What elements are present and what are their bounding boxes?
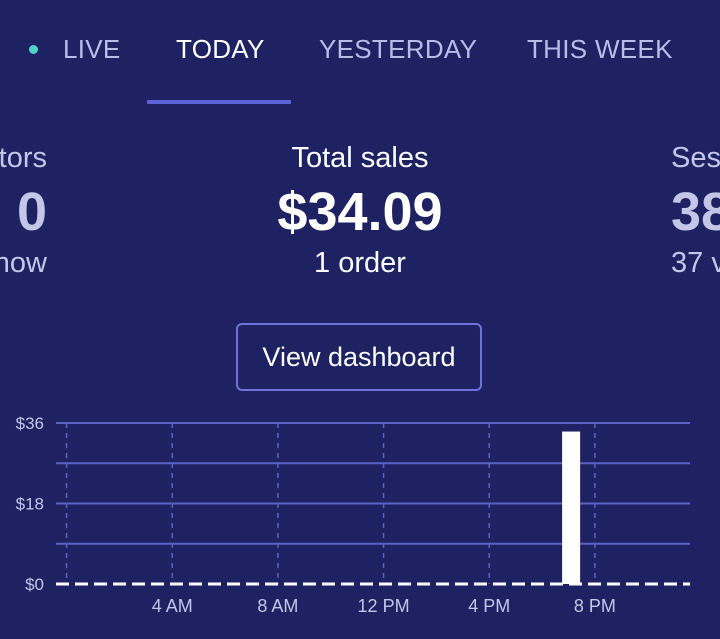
- chart-x-tick-label: 8 AM: [257, 596, 298, 616]
- stat-sessions: Ses 38 37 v: [671, 142, 720, 280]
- tab-live[interactable]: LIVE: [63, 34, 121, 64]
- stat-visitors-value: 0: [16, 182, 47, 242]
- stat-total-sales-sub: 1 order: [314, 247, 406, 279]
- period-tabs: LIVE TODAY YESTERDAY THIS WEEK: [0, 0, 720, 104]
- stat-total-sales-value: $34.09: [277, 182, 443, 242]
- stat-visitors: tors 0 now: [0, 142, 47, 280]
- stat-sessions-value: 38: [671, 182, 720, 242]
- stat-visitors-label: tors: [0, 142, 47, 174]
- tab-yesterday[interactable]: YESTERDAY: [319, 34, 478, 64]
- active-tab-underline: [147, 100, 291, 104]
- stat-visitors-sub: now: [0, 247, 47, 279]
- live-indicator-icon: [29, 45, 38, 54]
- view-dashboard-button[interactable]: View dashboard: [236, 323, 482, 391]
- chart-x-tick-label: 8 PM: [574, 596, 616, 616]
- chart-y-tick-label: $0: [25, 575, 44, 594]
- stat-sessions-sub: 37 v: [671, 247, 720, 279]
- sales-chart: $36 $18 $0 4 AM 8 AM 12 PM 4 PM 8 PM: [16, 414, 690, 616]
- chart-y-tick-label: $18: [16, 495, 44, 514]
- chart-x-tick-label: 4 AM: [152, 596, 193, 616]
- tab-this-week[interactable]: THIS WEEK: [527, 34, 673, 64]
- stat-sessions-label: Ses: [671, 142, 720, 174]
- stat-total-sales: Total sales $34.09 1 order: [230, 142, 490, 280]
- chart-x-tick-label: 4 PM: [468, 596, 510, 616]
- chart-x-tick-label: 12 PM: [358, 596, 410, 616]
- stat-total-sales-label: Total sales: [291, 142, 429, 174]
- tab-today[interactable]: TODAY: [176, 34, 265, 64]
- chart-y-tick-label: $36: [16, 414, 44, 433]
- chart-bar: [562, 431, 581, 584]
